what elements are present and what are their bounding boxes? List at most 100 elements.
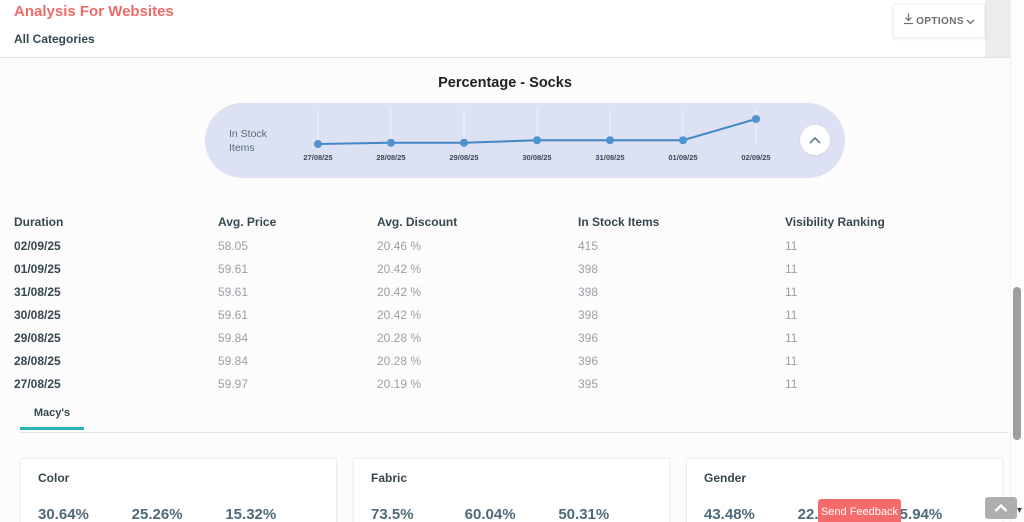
value-cell: 59.97 [218, 376, 249, 391]
vertical-scrollbar-thumb[interactable] [1013, 287, 1021, 440]
value-cell: 11 [785, 238, 798, 253]
value-cell: 20.19 % [377, 376, 422, 391]
stat-item: 30.64% [38, 506, 132, 522]
stat-item: 50.31% [558, 506, 652, 522]
svg-text:27/08/25: 27/08/25 [303, 153, 332, 162]
options-button-label: OPTIONS [916, 15, 964, 27]
value-cell: 11 [785, 353, 798, 368]
header-corner-fill [985, 0, 1010, 57]
scroll-to-top-button[interactable] [985, 497, 1017, 519]
card-title: Gender [704, 471, 747, 485]
value-cell: 59.61 [218, 284, 249, 299]
value-cell: 20.42 % [377, 307, 422, 322]
svg-text:30/08/25: 30/08/25 [522, 153, 551, 162]
duration-cell: 30/08/25 [14, 307, 61, 322]
value-cell: 11 [785, 307, 798, 322]
stat-value: 73.5% [371, 506, 414, 522]
stat-item: 15.94% [891, 506, 985, 522]
table-row: 28/08/25 59.84 20.28 % 396 11 [14, 349, 1004, 372]
value-cell: 415 [578, 238, 599, 253]
stat-item: 25.26% [132, 506, 226, 522]
page-header: Analysis For Websites All Categories OPT… [0, 0, 1024, 57]
chart-panel: In Stock Items 27/08/25 28/08/25 29/08/25 3… [205, 103, 845, 178]
duration-cell: 27/08/25 [14, 376, 61, 391]
value-cell: 20.42 % [377, 284, 422, 299]
card-title: Color [38, 471, 70, 485]
download-icon [903, 12, 914, 30]
value-cell: 20.42 % [377, 261, 422, 276]
svg-text:29/08/25: 29/08/25 [449, 153, 478, 162]
stat-item: 60.04% [465, 506, 559, 522]
value-cell: 398 [578, 261, 599, 276]
table-row: 31/08/25 59.61 20.42 % 398 11 [14, 280, 1004, 303]
scrollbar-down-arrow[interactable]: ▾ [1016, 505, 1022, 516]
vertical-scrollbar-track[interactable] [1010, 0, 1024, 522]
duration-cell: 29/08/25 [14, 330, 61, 345]
value-cell: 11 [785, 261, 798, 276]
duration-cell: 28/08/25 [14, 353, 61, 368]
value-cell: 396 [578, 353, 599, 368]
header-divider [0, 57, 1024, 58]
page-title: Analysis For Websites [14, 3, 174, 20]
stat-item: 73.5% [371, 506, 465, 522]
value-cell: 59.61 [218, 307, 249, 322]
retailer-tab-bar: Macy's [20, 407, 84, 430]
value-cell: 398 [578, 307, 599, 322]
table-body: 02/09/25 58.05 20.46 % 415 11 01/09/25 59.61 20… [14, 234, 1004, 395]
value-cell: 20.46 % [377, 238, 422, 253]
in-stock-line-chart: 27/08/25 28/08/25 29/08/25 30/08/25 31/08/25… [303, 109, 771, 162]
svg-text:01/09/25: 01/09/25 [668, 153, 697, 162]
table-row: 27/08/25 59.97 20.19 % 395 11 [14, 372, 1004, 395]
chart-series-label: In Stock Items [229, 128, 267, 155]
svg-text:31/08/25: 31/08/25 [595, 153, 624, 162]
stat-value: 15.32% [225, 506, 277, 522]
value-cell: 59.84 [218, 353, 249, 368]
tab-macys[interactable]: Macy's [33, 407, 71, 419]
svg-text:28/08/25: 28/08/25 [376, 153, 405, 162]
column-header: Avg. Discount [377, 215, 458, 229]
stat-value: 60.04% [464, 506, 516, 522]
stat-item: 43.48% [704, 506, 798, 522]
value-cell: 11 [785, 376, 798, 391]
tab-divider [20, 432, 1008, 433]
column-header: Avg. Price [218, 215, 277, 229]
table-header-row: Duration Avg. Price Avg. Discount In Stock … [14, 210, 1004, 234]
value-cell: 59.84 [218, 330, 249, 345]
stat-value: 50.31% [558, 506, 610, 522]
value-cell: 20.28 % [377, 353, 422, 368]
category-breadcrumb: All Categories [14, 32, 95, 46]
duration-cell: 02/09/25 [14, 238, 61, 253]
value-cell: 20.28 % [377, 330, 422, 345]
value-cell: 11 [785, 284, 798, 299]
chevron-up-icon [994, 499, 1008, 517]
options-button[interactable]: OPTIONS [893, 4, 985, 38]
column-header: Visibility Ranking [785, 215, 885, 229]
duration-cell: 31/08/25 [14, 284, 61, 299]
card-title: Fabric [371, 471, 408, 485]
value-cell: 398 [578, 284, 599, 299]
value-cell: 11 [785, 330, 798, 345]
active-tab-indicator [20, 427, 84, 430]
value-cell: 59.61 [218, 261, 249, 276]
value-cell: 395 [578, 376, 599, 391]
stat-value: 43.48% [704, 506, 755, 522]
table-row: 30/08/25 59.61 20.42 % 398 11 [14, 303, 1004, 326]
attribute-card-color: Color 30.64% 25.26% 15.32% [20, 458, 337, 522]
table-row: 01/09/25 59.61 20.42 % 398 11 [14, 257, 1004, 280]
metrics-table: Duration Avg. Price Avg. Discount In Stock … [14, 210, 1004, 395]
chevron-down-icon [966, 12, 975, 30]
table-row: 02/09/25 58.05 20.46 % 415 11 [14, 234, 1004, 257]
stat-value: 25.26% [131, 506, 183, 522]
value-cell: 396 [578, 330, 599, 345]
svg-text:02/09/25: 02/09/25 [741, 153, 770, 162]
chart-collapse-button[interactable] [800, 125, 830, 155]
duration-cell: 01/09/25 [14, 261, 61, 276]
send-feedback-button[interactable]: Send Feedback [818, 499, 901, 522]
stat-item: 15.32% [225, 506, 319, 522]
chart-title: Percentage - Socks [438, 75, 572, 91]
stat-value: 15.94% [891, 506, 943, 522]
column-header: In Stock Items [578, 215, 660, 229]
column-header: Duration [14, 215, 64, 229]
attribute-card-fabric: Fabric 73.5% 60.04% 50.31% [353, 458, 670, 522]
